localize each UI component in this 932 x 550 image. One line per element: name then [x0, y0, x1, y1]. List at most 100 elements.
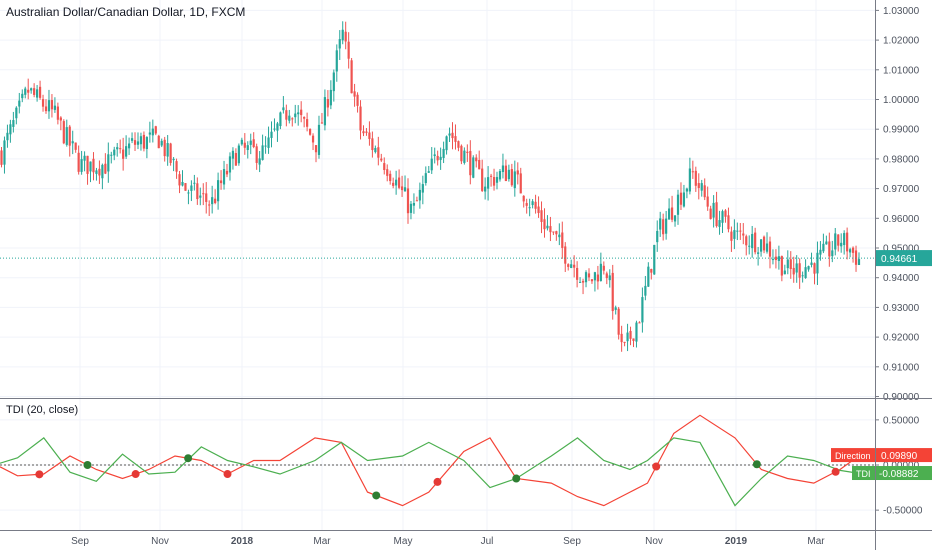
candle-body: [614, 307, 617, 310]
series-name-direction: Direction: [835, 451, 871, 461]
candle-body: [492, 177, 496, 186]
y-axis-tick-label: 1.03000: [883, 6, 920, 17]
candle-body: [15, 107, 18, 119]
candle-body: [323, 97, 327, 126]
candle-body: [650, 269, 653, 273]
candle-body: [258, 158, 261, 165]
candle-body: [676, 194, 680, 215]
candle-body: [214, 198, 217, 204]
candle-body: [751, 233, 754, 249]
candle-body: [795, 263, 798, 273]
candle-body: [36, 89, 39, 98]
candle-body: [454, 136, 457, 142]
candle-body: [196, 183, 199, 200]
candle-body: [306, 119, 309, 127]
direction-value-badge: [876, 448, 932, 463]
candle-body: [371, 138, 374, 151]
candle-body: [617, 308, 620, 335]
candle-body: [534, 201, 537, 209]
candle-body: [757, 252, 760, 254]
candle-body: [819, 249, 822, 255]
candle-body: [780, 256, 783, 276]
candle-body: [110, 154, 113, 156]
candle-body: [851, 247, 855, 253]
last-price-badge: [876, 250, 932, 267]
candle-body: [685, 188, 689, 192]
candle-body: [0, 150, 3, 165]
candle-body: [816, 252, 819, 274]
candle-body: [801, 275, 804, 277]
candle-body: [175, 161, 178, 172]
candle-body: [68, 126, 71, 146]
candle-body: [89, 161, 92, 172]
candle-body: [697, 183, 700, 188]
candle-body: [632, 338, 635, 341]
candle-body: [412, 202, 416, 206]
candle-body: [130, 138, 134, 141]
candle-body: [718, 220, 721, 227]
candle-body: [202, 193, 205, 195]
candle-body: [478, 160, 481, 170]
candle-body: [495, 177, 499, 183]
y-axis-tick-label: 0.96000: [883, 214, 920, 225]
candle-body: [279, 112, 282, 127]
candle-body: [50, 100, 54, 110]
candle-body: [125, 146, 128, 157]
candle-body: [205, 193, 208, 202]
candle-body: [504, 165, 508, 182]
candle-body: [267, 137, 270, 148]
candle-body: [338, 39, 341, 49]
candle-body: [409, 203, 413, 213]
candle-body: [311, 135, 315, 143]
series-line-tdi: [0, 437, 858, 507]
candle-body: [531, 201, 534, 206]
candle-body: [670, 207, 674, 220]
candle-body: [424, 173, 427, 184]
candle-body: [578, 281, 582, 283]
candle-body: [635, 322, 638, 342]
y-axis-tick-label: 0.91000: [883, 362, 920, 373]
candle-body: [65, 127, 68, 145]
x-axis-tick-label: Mar: [807, 536, 825, 547]
candle-body: [570, 264, 573, 269]
candle-body: [98, 168, 101, 176]
candle-body: [843, 233, 846, 246]
cross-marker: [512, 474, 521, 483]
candle-body: [822, 243, 825, 252]
candle-body: [626, 332, 629, 342]
candle-body: [249, 140, 252, 145]
candle-body: [846, 232, 849, 252]
candle-body: [127, 143, 131, 149]
cross-marker: [652, 462, 661, 471]
candle-body: [629, 330, 632, 339]
candle-body: [703, 185, 706, 198]
candle-body: [599, 263, 602, 281]
candle-body: [620, 333, 623, 343]
y-axis-tick-label: 0.97000: [883, 184, 920, 195]
candle-body: [335, 50, 338, 72]
candle-body: [602, 265, 605, 271]
y-axis-tick-label: 0.90000: [883, 392, 920, 403]
x-axis-tick-label: Nov: [645, 536, 663, 547]
indicator-label: TDI (20, close): [6, 404, 79, 416]
candle-body: [172, 158, 175, 161]
candle-body: [219, 180, 223, 184]
candle-body: [332, 72, 335, 92]
candle-body: [525, 203, 528, 206]
candle-body: [682, 192, 686, 207]
cross-marker: [752, 460, 761, 469]
x-axis-tick-label: May: [394, 536, 413, 547]
candle-body: [813, 263, 816, 274]
candle-body: [798, 263, 801, 278]
candle-body: [647, 266, 650, 287]
candle-body: [792, 267, 795, 275]
y-axis-tick-label: 1.02000: [883, 36, 920, 47]
candle-body: [555, 231, 558, 235]
candle-body: [804, 267, 807, 279]
cross-marker: [83, 461, 92, 469]
candle-body: [270, 131, 273, 138]
candle-body: [584, 272, 588, 283]
candle-body: [246, 145, 249, 150]
candle-body: [136, 141, 140, 145]
